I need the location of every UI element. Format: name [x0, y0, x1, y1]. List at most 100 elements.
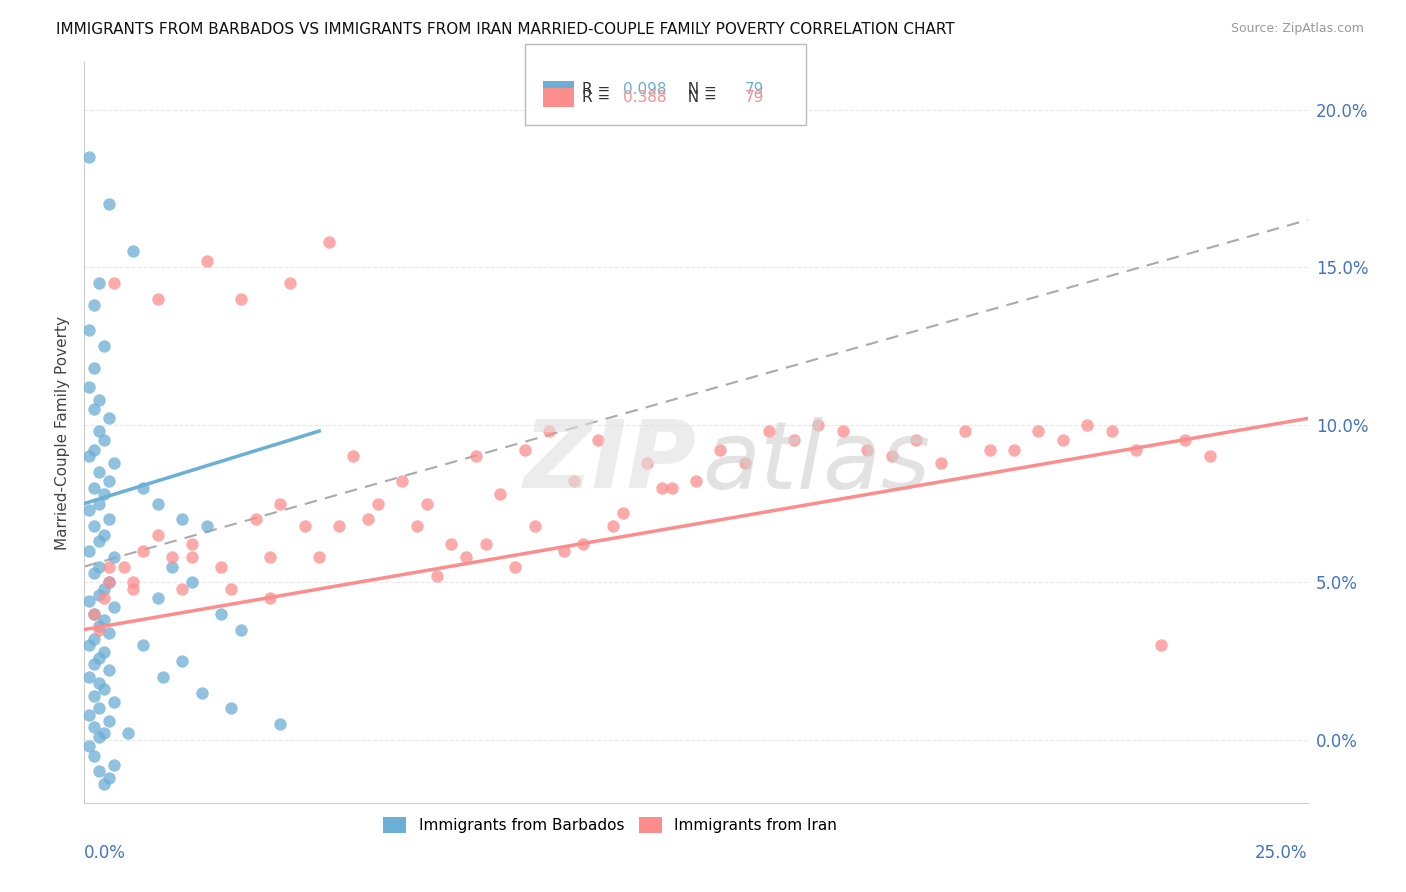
Point: [146, 496, 169, 510]
Point: [77, 449, 100, 463]
Point: [93, 644, 115, 658]
Point: [93, 591, 115, 605]
Point: [83, 657, 105, 672]
Point: [87, 651, 110, 665]
Text: R =: R =: [582, 82, 616, 97]
Point: [93, 339, 115, 353]
Point: [807, 417, 830, 432]
Point: [181, 537, 204, 551]
Point: [146, 292, 169, 306]
Point: [117, 726, 139, 740]
FancyBboxPatch shape: [524, 44, 806, 126]
Point: [83, 442, 105, 457]
Text: 0.388: 0.388: [623, 90, 666, 104]
Point: [77, 594, 100, 608]
Point: [77, 503, 100, 517]
Point: [93, 613, 115, 627]
Point: [229, 623, 252, 637]
Text: atlas: atlas: [702, 417, 931, 508]
Point: [709, 442, 731, 457]
Point: [269, 717, 291, 731]
Point: [1052, 434, 1074, 448]
Point: [83, 748, 105, 763]
Point: [83, 566, 105, 580]
Point: [612, 506, 634, 520]
Point: [97, 625, 120, 640]
Point: [856, 442, 879, 457]
Point: [83, 361, 105, 376]
Point: [259, 550, 281, 565]
Point: [181, 575, 204, 590]
Point: [87, 764, 110, 779]
Point: [97, 197, 120, 211]
Point: [503, 559, 526, 574]
Point: [209, 559, 232, 574]
Point: [783, 434, 806, 448]
Point: [77, 739, 100, 753]
Point: [1076, 417, 1098, 432]
Point: [93, 487, 115, 501]
Point: [572, 537, 595, 551]
Text: N =: N =: [678, 82, 721, 97]
Y-axis label: Married-Couple Family Poverty: Married-Couple Family Poverty: [55, 316, 70, 549]
Point: [1002, 442, 1025, 457]
Point: [87, 534, 110, 549]
Point: [132, 638, 155, 652]
Point: [440, 537, 463, 551]
Point: [636, 456, 658, 470]
Point: [103, 600, 125, 615]
Point: [112, 559, 135, 574]
FancyBboxPatch shape: [543, 81, 574, 99]
FancyBboxPatch shape: [543, 88, 574, 107]
Point: [83, 607, 105, 621]
Point: [77, 380, 100, 394]
Point: [77, 638, 100, 652]
Point: [93, 434, 115, 448]
Point: [97, 664, 120, 678]
Point: [953, 424, 976, 438]
Text: ZIP: ZIP: [523, 417, 696, 508]
Point: [77, 323, 100, 337]
Point: [87, 701, 110, 715]
Point: [219, 701, 242, 715]
Point: [685, 475, 707, 489]
Point: [97, 512, 120, 526]
Point: [474, 537, 496, 551]
Point: [83, 298, 105, 312]
Point: [152, 670, 174, 684]
Point: [195, 518, 218, 533]
Point: [87, 588, 110, 602]
Point: [83, 689, 105, 703]
Point: [269, 496, 291, 510]
Text: N =: N =: [678, 90, 721, 104]
Point: [77, 150, 100, 164]
Point: [553, 543, 575, 558]
Point: [97, 559, 120, 574]
Point: [229, 292, 252, 306]
Point: [146, 528, 169, 542]
Point: [357, 512, 380, 526]
Point: [523, 518, 546, 533]
Point: [87, 392, 110, 407]
Point: [83, 402, 105, 417]
Text: 0.0%: 0.0%: [84, 844, 127, 862]
Point: [87, 623, 110, 637]
Point: [880, 449, 903, 463]
Point: [367, 496, 389, 510]
Point: [97, 411, 120, 425]
Point: [454, 550, 477, 565]
Point: [97, 771, 120, 785]
Point: [122, 582, 145, 596]
Point: [146, 591, 169, 605]
Point: [87, 276, 110, 290]
Point: [172, 654, 194, 668]
Point: [426, 569, 449, 583]
Point: [602, 518, 624, 533]
Point: [103, 758, 125, 772]
Point: [97, 575, 120, 590]
Point: [1198, 449, 1220, 463]
Point: [245, 512, 267, 526]
Point: [219, 582, 242, 596]
Point: [83, 632, 105, 646]
Point: [77, 543, 100, 558]
